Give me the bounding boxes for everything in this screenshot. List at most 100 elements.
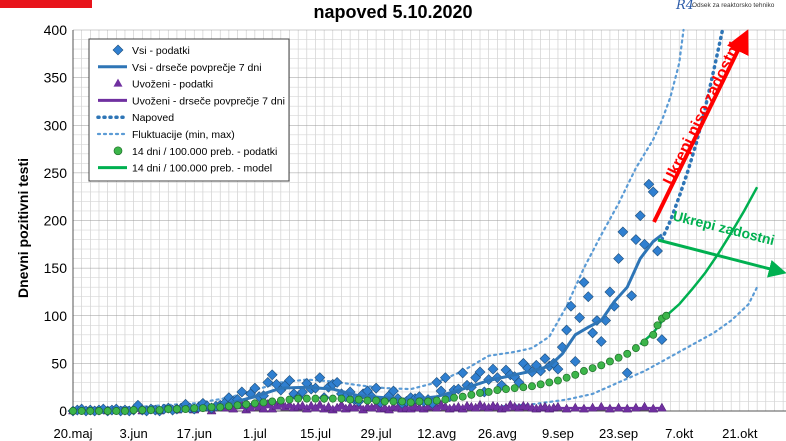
- data-point-incidence: [502, 385, 510, 394]
- red-header-bar: [0, 0, 92, 8]
- data-point-incidence: [605, 357, 614, 366]
- data-point-vsi: [582, 291, 594, 303]
- data-point-incidence: [242, 400, 251, 409]
- data-point-incidence: [450, 393, 458, 402]
- y-tick-label: 300: [44, 117, 68, 133]
- x-tick-label: 15.jul: [300, 426, 331, 441]
- data-point-vsi: [621, 367, 633, 379]
- data-point-vsi: [634, 210, 646, 222]
- x-tick-label: 7.okt: [665, 426, 694, 441]
- data-point-incidence: [164, 405, 173, 414]
- data-point-vsi: [574, 312, 586, 324]
- data-point-incidence: [406, 398, 415, 407]
- data-point-vsi: [439, 372, 451, 384]
- data-point-vsi: [613, 253, 625, 265]
- data-point-vsi: [431, 377, 443, 388]
- data-point-vsi: [262, 377, 274, 388]
- data-point-incidence: [190, 404, 199, 413]
- data-point-vsi: [496, 379, 508, 391]
- data-point-incidence: [268, 397, 277, 406]
- data-point-incidence: [363, 396, 372, 405]
- legend: Vsi - podatki Vsi - drseče povprečje 7 dn…: [88, 38, 290, 182]
- data-point-incidence: [484, 388, 493, 396]
- data-point-incidence: [458, 392, 467, 401]
- legend-entry-label: 14 dni / 100.000 preb. - model: [132, 163, 272, 175]
- data-point-incidence: [233, 401, 242, 410]
- legend-entry-label: Fluktuacije (min, max): [132, 129, 235, 141]
- data-point-vsi: [617, 226, 629, 238]
- series-fluktuacije: [435, 286, 759, 411]
- data-point-vsi: [647, 186, 659, 198]
- legend-entry-label: Uvoženi - podatki: [132, 79, 213, 91]
- data-point-incidence: [259, 398, 268, 407]
- data-point-vsi: [539, 353, 551, 365]
- legend-symbol: [113, 146, 123, 156]
- x-tick-label: 23.sep: [599, 426, 638, 441]
- data-point-vsi: [552, 363, 564, 375]
- logo: R4 Odsek za reaktorsko tehniko: [676, 0, 786, 16]
- x-tick-label: 17.jun: [177, 426, 212, 441]
- data-point-incidence: [536, 380, 545, 389]
- data-point-incidence: [198, 404, 207, 413]
- data-point-incidence: [653, 321, 662, 330]
- data-point-incidence: [662, 311, 671, 320]
- data-point-vsi: [236, 386, 248, 398]
- data-point-vsi: [249, 382, 261, 394]
- annotations-layer: Ukrepi niso zadostni Ukrepi zadostni: [652, 29, 786, 278]
- data-point-incidence: [294, 394, 303, 403]
- series-vsi-avg: [86, 233, 663, 412]
- data-point-incidence: [389, 397, 398, 406]
- legend-entry-label: Vsi - drseče povprečje 7 dni: [132, 62, 262, 74]
- data-point-vsi: [587, 327, 599, 339]
- data-point-incidence: [69, 407, 77, 415]
- data-point-vsi: [331, 377, 343, 388]
- data-point-incidence: [493, 386, 502, 394]
- data-point-incidence: [623, 349, 632, 358]
- data-point-incidence: [372, 396, 381, 405]
- data-point-incidence: [380, 397, 389, 406]
- legend-symbol: [112, 44, 124, 56]
- arrow-green: [657, 238, 786, 278]
- data-point-vsi: [578, 276, 590, 288]
- arrow-red: [652, 29, 749, 223]
- data-point-vsi: [604, 286, 616, 298]
- data-point-vsi: [643, 178, 655, 190]
- data-point-incidence: [597, 361, 606, 370]
- y-tick-label: 50: [51, 355, 67, 371]
- data-point-vsi: [591, 315, 603, 326]
- annotation-green: Ukrepi zadostni: [671, 207, 776, 248]
- data-point-vsi: [595, 336, 607, 347]
- data-point-vsi: [474, 366, 486, 378]
- data-point-incidence: [545, 378, 554, 387]
- data-point-incidence: [476, 388, 484, 397]
- x-tick-label: 1.jul: [243, 426, 267, 441]
- data-point-incidence: [571, 370, 580, 379]
- data-point-vsi: [569, 356, 581, 367]
- data-point-incidence: [285, 395, 294, 404]
- data-point-vsi: [266, 369, 278, 381]
- data-point-incidence: [554, 376, 562, 385]
- data-point-incidence: [398, 397, 407, 406]
- x-tick-label: 26.avg: [478, 426, 517, 441]
- data-point-incidence: [415, 397, 424, 406]
- data-point-vsi: [656, 334, 668, 345]
- data-point-incidence: [614, 353, 623, 362]
- data-point-incidence: [311, 394, 320, 403]
- chart-title: napoved 5.10.2020: [313, 2, 473, 22]
- legend-entry-label: Uvoženi - drseče povprečje 7 dni: [132, 95, 285, 107]
- data-point-incidence: [467, 390, 476, 399]
- y-tick-label: 100: [44, 308, 68, 324]
- data-point-vsi: [457, 367, 469, 379]
- data-point-vsi: [370, 382, 382, 394]
- data-point-vsi: [561, 324, 573, 336]
- data-point-vsi: [626, 290, 637, 302]
- legend-box: [88, 38, 290, 182]
- x-tick-label: 20.maj: [53, 426, 92, 441]
- data-point-incidence: [337, 394, 346, 403]
- data-point-vsi: [652, 245, 663, 257]
- data-point-vsi: [639, 238, 650, 250]
- y-tick-label: 350: [44, 70, 68, 86]
- series-napoved: [660, 28, 725, 242]
- legend-entry-label: Vsi - podatki: [132, 45, 190, 57]
